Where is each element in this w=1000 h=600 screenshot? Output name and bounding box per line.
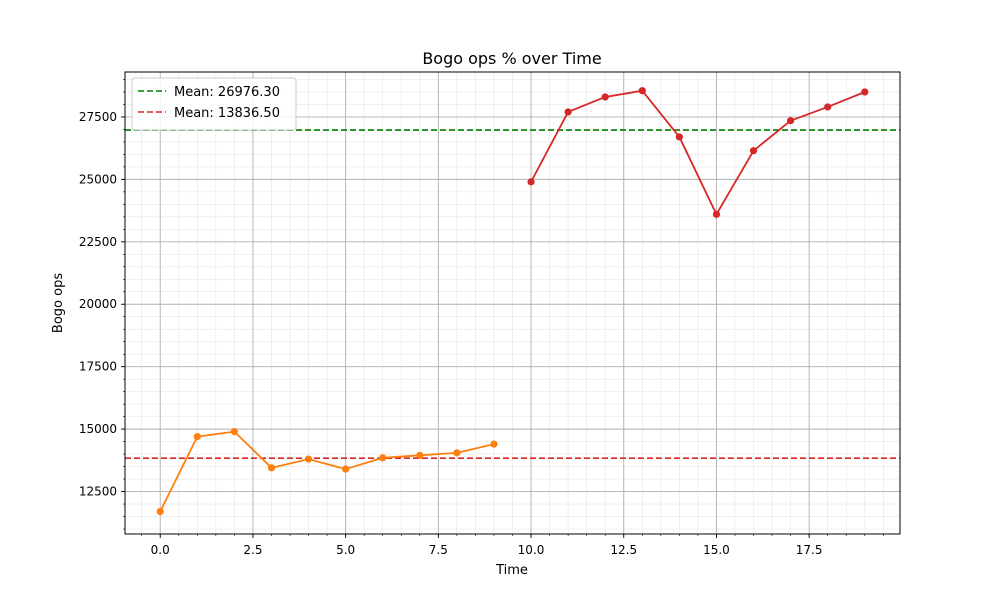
data-point	[379, 454, 387, 462]
major-grid	[125, 72, 900, 534]
data-point	[861, 88, 869, 96]
data-point	[416, 451, 424, 459]
y-tick-label: 25000	[79, 172, 117, 186]
data-point	[230, 428, 238, 436]
data-point	[787, 117, 795, 125]
y-axis-label: Bogo ops	[51, 273, 66, 333]
data-point	[712, 210, 721, 218]
x-tick-label: 7.5	[429, 543, 448, 557]
x-axis-label: Time	[495, 563, 528, 578]
y-tick-label: 22500	[79, 235, 117, 249]
y-tick-label: 20000	[79, 297, 117, 311]
series-group	[156, 87, 869, 516]
legend-box	[131, 77, 297, 131]
data-point	[564, 108, 572, 116]
data-point	[267, 464, 276, 472]
data-point	[601, 93, 609, 101]
y-tick-label: 12500	[79, 485, 117, 499]
x-tick-label: 2.5	[243, 543, 262, 557]
data-point	[156, 507, 164, 516]
legend-label: Mean: 26976.30	[174, 85, 280, 100]
x-tick-label: 5.0	[336, 543, 355, 557]
axis-ticks: 0.0 2.5 5.0 7.5 10.0 12.5 15.0 17.5 12500 15000 17…	[79, 79, 884, 557]
data-point	[453, 449, 461, 457]
data-point	[824, 103, 832, 111]
legend-label: Mean: 13836.50	[174, 106, 280, 121]
x-tick-label: 10.0	[518, 543, 545, 557]
data-point	[490, 440, 498, 448]
minor-grid	[125, 72, 900, 534]
data-point	[304, 455, 313, 463]
series-line	[159, 430, 495, 512]
x-tick-label: 0.0	[151, 543, 170, 557]
data-point	[527, 178, 535, 186]
series-line	[530, 89, 866, 216]
x-tick-label: 17.5	[796, 543, 823, 557]
chart-title: Bogo ops % over Time	[422, 49, 601, 68]
data-point	[342, 465, 350, 473]
y-tick-label: 27500	[79, 110, 117, 124]
legend: Mean: 26976.30 Mean: 13836.50	[131, 77, 297, 131]
y-tick-label: 17500	[79, 360, 117, 374]
x-tick-label: 15.0	[703, 543, 730, 557]
y-tick-label: 15000	[79, 422, 117, 436]
data-point	[638, 87, 646, 95]
data-point	[675, 133, 683, 141]
data-point	[749, 147, 758, 155]
data-point	[193, 433, 201, 441]
x-tick-label: 12.5	[610, 543, 637, 557]
